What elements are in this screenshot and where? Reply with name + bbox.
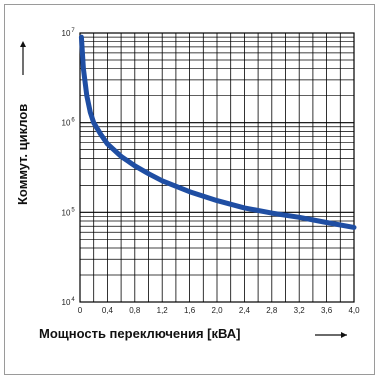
x-tick-label: 0,8 — [129, 306, 141, 315]
x-tick-label: 2,8 — [266, 306, 278, 315]
x-axis-label: Мощность переключения [кВА] — [39, 326, 240, 341]
grid — [79, 32, 355, 303]
y-tick-exponent: 7 — [71, 28, 75, 34]
y-tick-label: 10 — [62, 29, 71, 38]
y-tick-label: 10 — [62, 119, 71, 128]
x-tick-label: 0 — [78, 306, 83, 315]
series-layer — [78, 34, 357, 230]
x-tick-label: 3,2 — [294, 306, 306, 315]
x-axis-arrow-head — [341, 332, 347, 338]
x-tick-label: 2,0 — [211, 306, 223, 315]
plot-border — [79, 32, 355, 303]
y-tick-label: 10 — [62, 208, 71, 217]
y-tick-exponent: 6 — [71, 118, 75, 124]
x-tick-label: 1,2 — [157, 306, 169, 315]
y-axis-label: Коммут. циклов — [15, 104, 30, 205]
chart-frame: 0 0,4 0,8 1,2 1,6 2,0 2,4 2,8 3,2 3,6 4,0 10 4 10 5 10 6… — [4, 4, 375, 375]
y-tick-exponent: 4 — [71, 297, 75, 303]
x-tick-label: 2,4 — [239, 306, 251, 315]
x-tick-label: 4,0 — [348, 306, 360, 315]
y-tick-label: 10 — [62, 298, 71, 307]
series-line — [78, 34, 357, 230]
x-tick-label: 0,4 — [102, 306, 114, 315]
x-tick-label: 1,6 — [184, 306, 196, 315]
y-tick-exponent: 5 — [71, 207, 75, 213]
x-tick-label: 3,6 — [321, 306, 333, 315]
y-axis-arrow-head — [20, 41, 26, 47]
